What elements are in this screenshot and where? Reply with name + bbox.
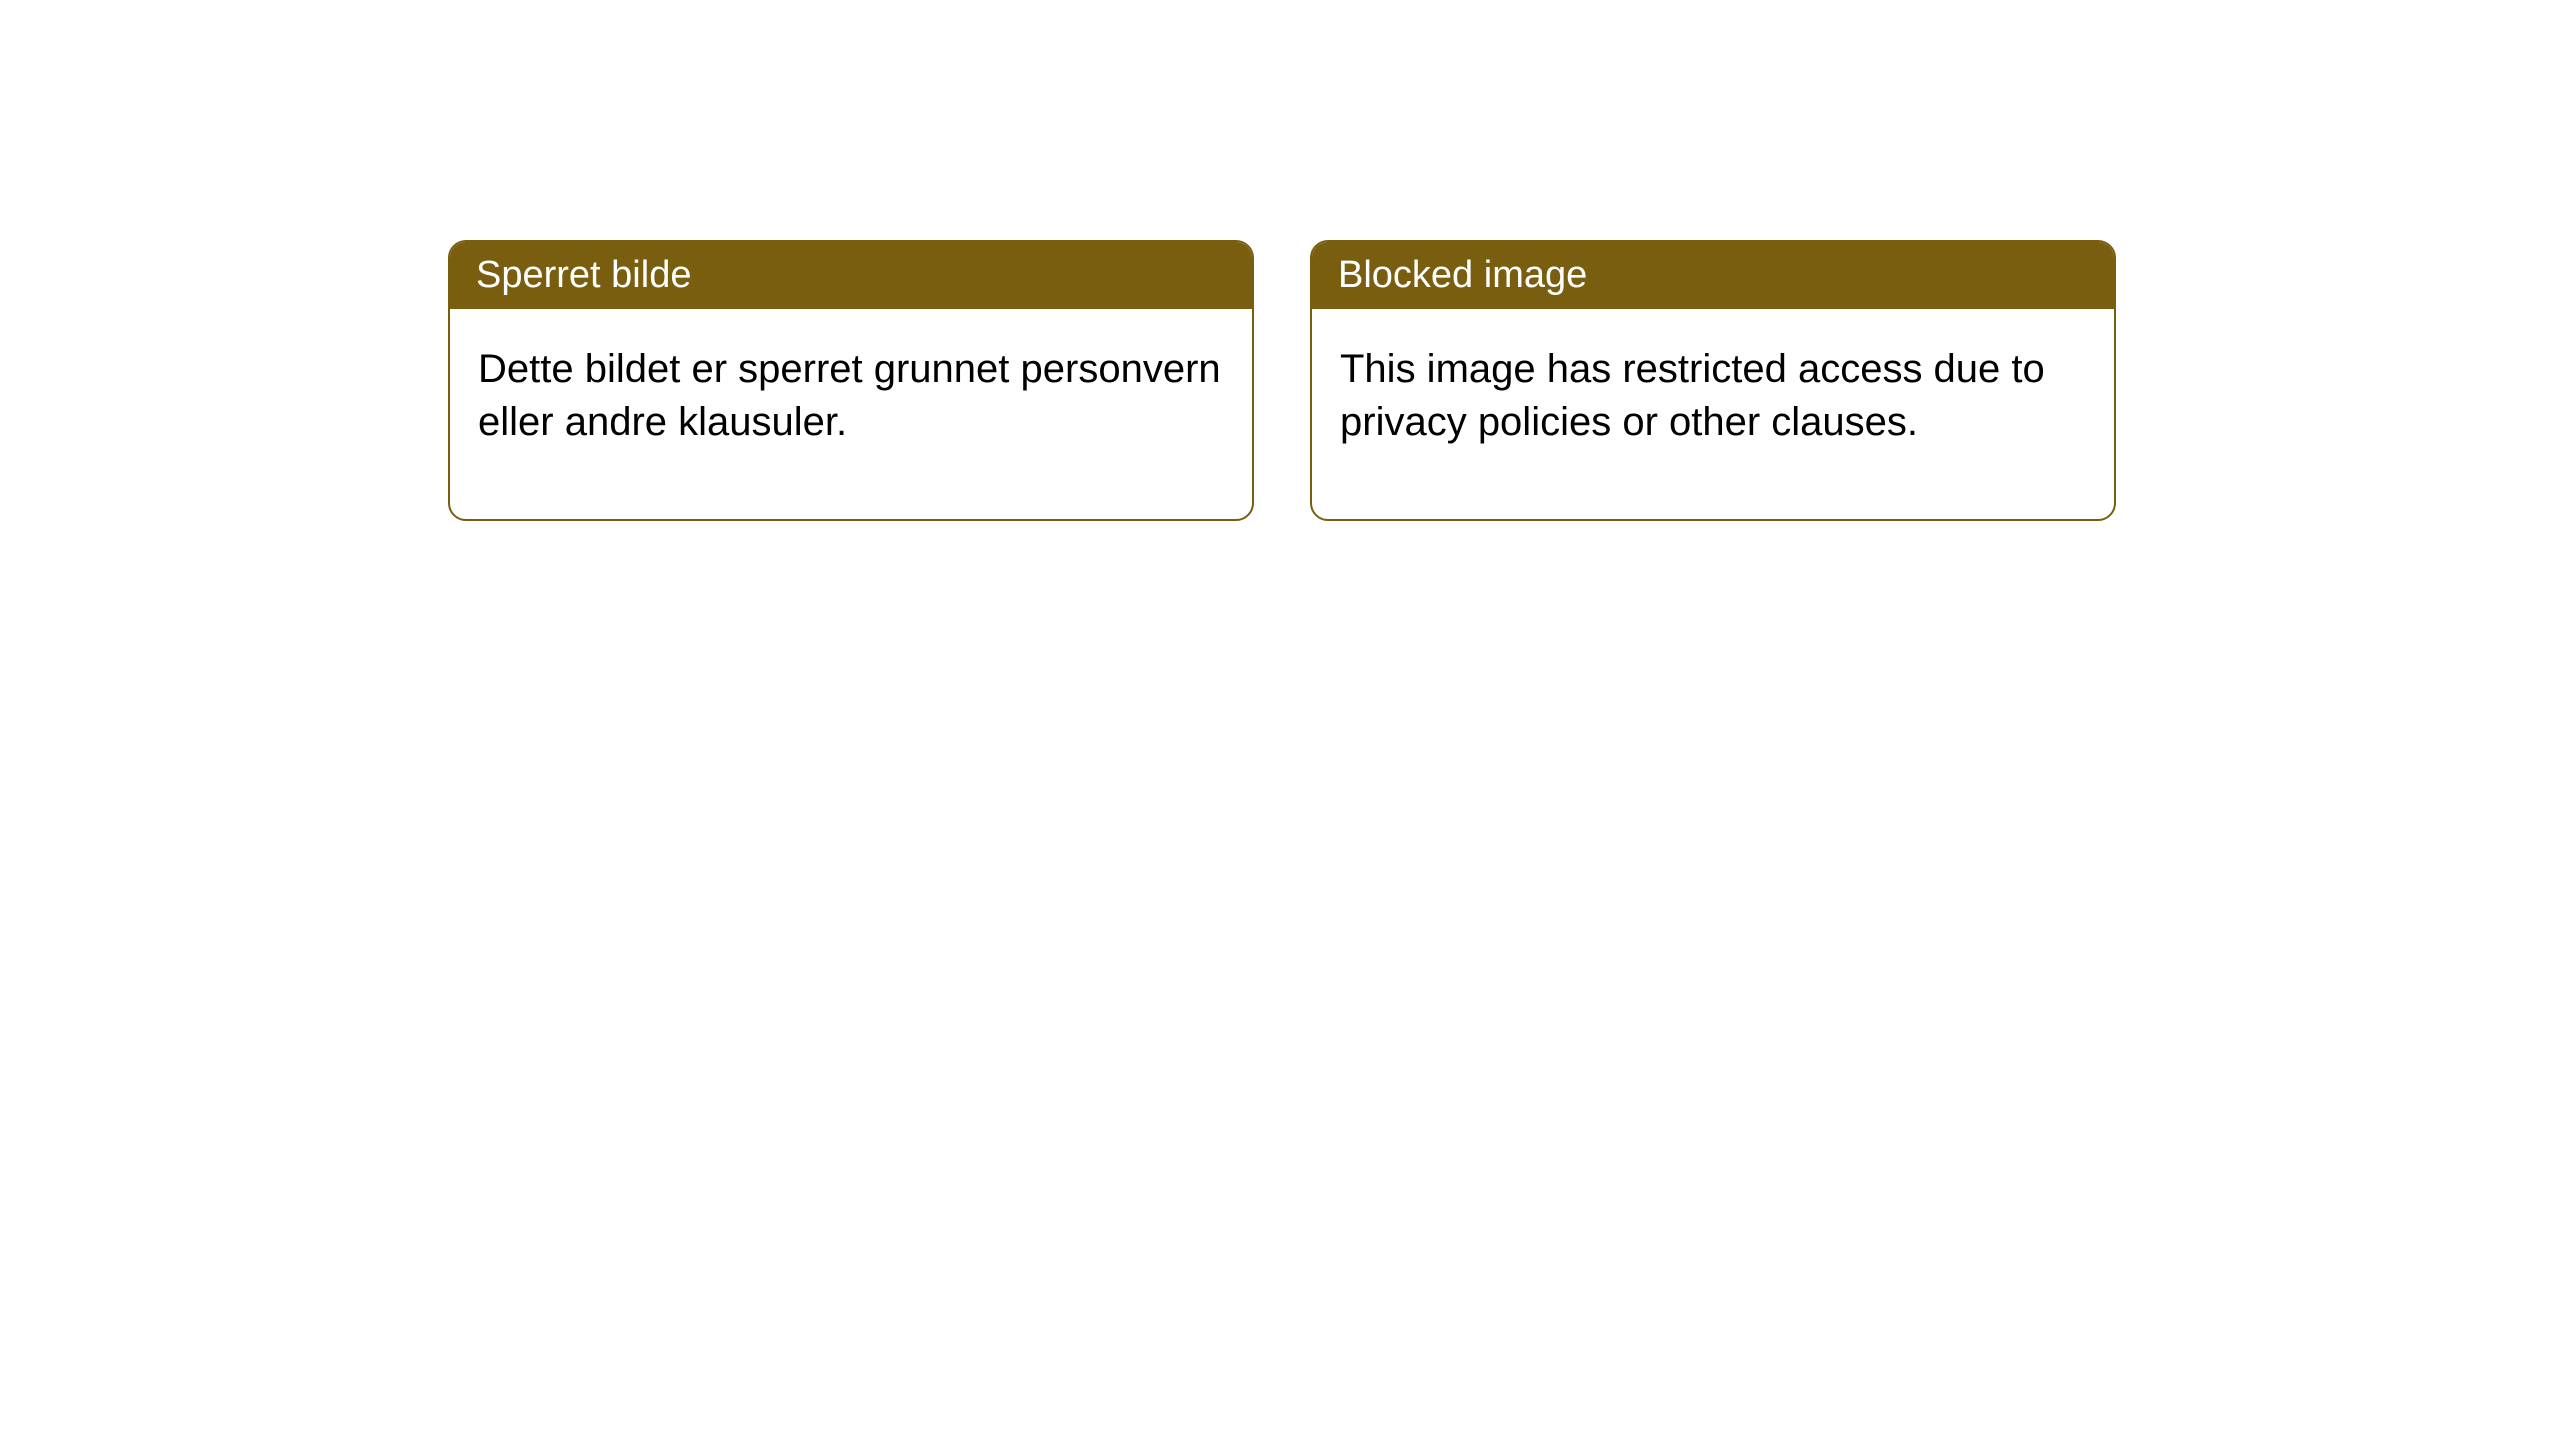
card-title-en: Blocked image — [1338, 254, 1587, 296]
blocked-image-card-en: Blocked image This image has restricted … — [1310, 240, 2116, 521]
card-body-no: Dette bildet er sperret grunnet personve… — [450, 309, 1252, 519]
card-header-no: Sperret bilde — [450, 242, 1252, 309]
card-body-en: This image has restricted access due to … — [1312, 309, 2114, 519]
blocked-image-cards: Sperret bilde Dette bildet er sperret gr… — [448, 240, 2560, 521]
card-header-en: Blocked image — [1312, 242, 2114, 309]
card-message-no: Dette bildet er sperret grunnet personve… — [478, 347, 1221, 444]
blocked-image-card-no: Sperret bilde Dette bildet er sperret gr… — [448, 240, 1254, 521]
card-message-en: This image has restricted access due to … — [1340, 347, 2045, 444]
card-title-no: Sperret bilde — [476, 254, 691, 296]
